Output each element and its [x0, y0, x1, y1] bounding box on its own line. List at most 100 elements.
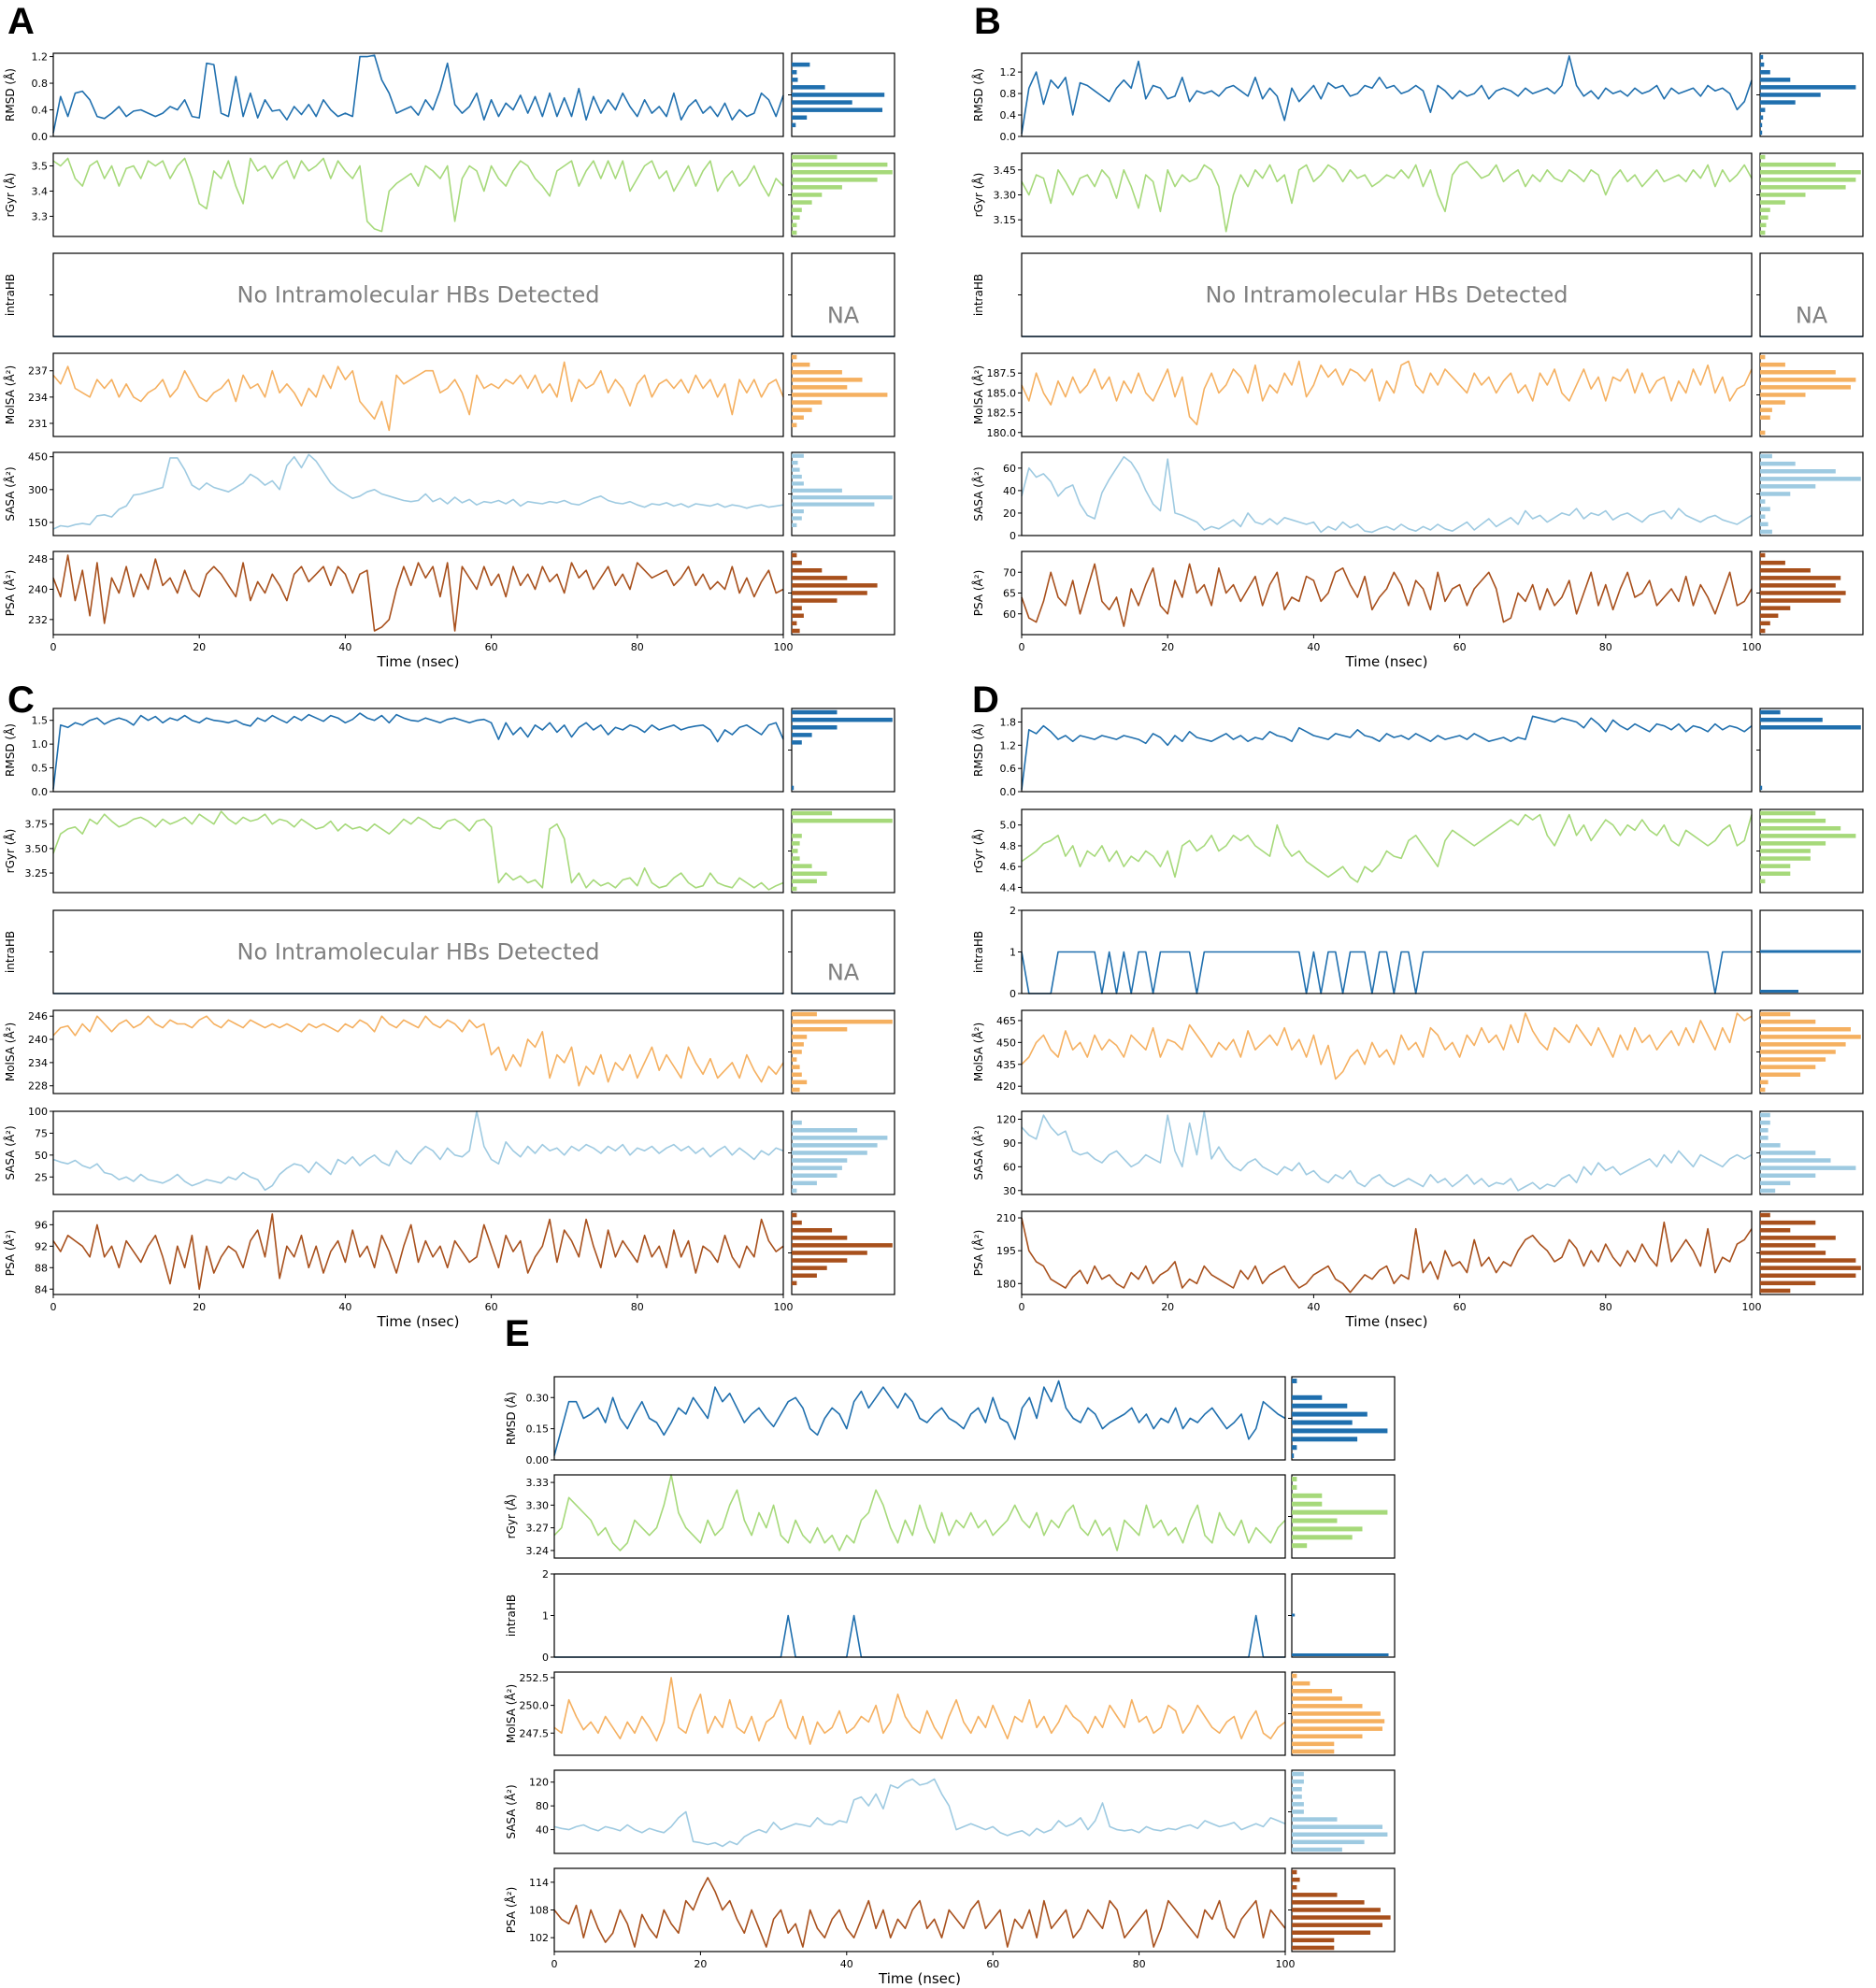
hist-bar: [1292, 1908, 1381, 1912]
rgyr-axes-frame: [52, 808, 784, 894]
x-tick-label: 20: [1161, 1301, 1174, 1313]
hist-bar: [792, 178, 878, 182]
rmsd-series-line: [52, 712, 784, 790]
hist-bar: [1760, 453, 1772, 459]
x-axis-label: Time (nsec): [1345, 653, 1428, 670]
row-sasa: 0 20 40 60 SASA (Å²): [971, 451, 1864, 542]
hist-bar: [1760, 178, 1856, 182]
molsa-ylabel: MolSA (Å²): [971, 1023, 985, 1081]
x-tick-label: 20: [193, 1301, 206, 1313]
row-intrahb: No Intramolecular HBs Detected NA intraHB: [972, 252, 1864, 337]
row-molsa: 228 234 240 246 MolSA (Å²): [3, 1009, 895, 1094]
rgyr-ylabel: rGyr (Å): [3, 173, 17, 218]
hist-bar: [792, 613, 804, 618]
hist-bar: [792, 1228, 833, 1233]
hist-bar: [792, 85, 825, 90]
hist-bar: [1292, 1613, 1296, 1617]
y-tick-label: 1.2: [1000, 66, 1017, 79]
hist-bar: [1292, 1394, 1323, 1400]
hist-bar: [792, 785, 795, 791]
hist-bar: [1292, 1543, 1308, 1549]
hist-bar: [792, 886, 797, 892]
sasa-series-line: [553, 1778, 1286, 1848]
y-tick-label: 0.8: [1000, 88, 1017, 100]
hist-bar: [792, 1258, 848, 1263]
sasa-ylabel: SASA (Å²): [971, 1125, 985, 1180]
x-tick-label: 40: [840, 1958, 853, 1970]
y-tick-label: 0.8: [32, 78, 49, 90]
rmsd-ylabel: RMSD (Å): [3, 723, 17, 777]
psa-axes-frame: [1021, 1210, 1753, 1295]
hist-bar: [792, 849, 798, 853]
sasa-series-line: [1021, 455, 1753, 534]
rmsd-ylabel: RMSD (Å): [504, 1392, 518, 1445]
sasa-axes-frame: [52, 1110, 784, 1195]
y-tick-label: 1.2: [1000, 739, 1017, 751]
molsa-series-line: [52, 361, 784, 432]
hist-bar: [792, 628, 800, 634]
hist-bar: [792, 62, 810, 67]
hist-bar: [1760, 591, 1846, 595]
hist-bar: [792, 1065, 800, 1069]
hist-bar: [792, 1072, 802, 1077]
hist-bar: [792, 1050, 802, 1054]
hist-bar: [792, 170, 893, 175]
hist-bar: [1760, 818, 1826, 823]
y-tick-label: 246: [28, 1010, 48, 1023]
row-psa: 180 195 210 PSA (Å²) 0 20 40 60 80 100 Time (nsec): [971, 1210, 1864, 1330]
x-tick-label: 100: [1742, 1301, 1762, 1313]
hist-bar: [792, 568, 823, 573]
intrahb-hist-frame: [1291, 1573, 1396, 1658]
y-tick-label: 180: [996, 1278, 1016, 1290]
hist-bar: [792, 185, 842, 190]
molsa-series-line: [553, 1677, 1286, 1745]
y-tick-label: 92: [35, 1240, 48, 1252]
y-tick-label: 3.50: [25, 843, 49, 855]
na-label: NA: [827, 960, 860, 986]
hist-bar: [1760, 552, 1766, 558]
hist-bar: [792, 1243, 893, 1248]
molsa-axes-frame: [1021, 1009, 1753, 1094]
hist-bar: [792, 78, 798, 82]
psa-ylabel: PSA (Å²): [3, 570, 17, 616]
x-tick-label: 0: [551, 1958, 558, 1970]
y-tick-label: 234: [28, 392, 48, 404]
x-tick-label: 60: [485, 1301, 498, 1313]
hist-bar: [792, 1128, 858, 1133]
y-tick-label: 50: [35, 1150, 48, 1162]
y-tick-label: 40: [1003, 485, 1016, 497]
x-tick-label: 40: [338, 641, 351, 653]
hist-bar: [1760, 576, 1841, 580]
sasa-ylabel: SASA (Å²): [3, 1125, 17, 1180]
hist-bar: [792, 1166, 842, 1170]
hist-bar: [792, 502, 875, 507]
row-molsa: 231 234 237 MolSA (Å²): [3, 352, 895, 437]
hist-bar: [792, 598, 838, 603]
sasa-axes-frame: [52, 451, 784, 536]
x-tick-label: 40: [338, 1301, 351, 1313]
hist-bar: [1760, 1243, 1816, 1248]
rmsd-axes-frame: [52, 52, 784, 137]
row-rgyr: 3.15 3.30 3.45 rGyr (Å): [971, 152, 1864, 237]
x-tick-label: 80: [1133, 1958, 1146, 1970]
y-tick-label: 80: [536, 1800, 549, 1812]
molsa-ylabel: MolSA (Å²): [504, 1684, 518, 1743]
hist-bar: [1292, 1817, 1338, 1822]
no-hb-notice: No Intramolecular HBs Detected: [237, 282, 600, 308]
panel-a: A 0.0 0.4 0.8 1.2 RMSD (Å) 3.3 3.4 3.5 rGyr (Å) No…: [3, 1, 895, 670]
molsa-axes-frame: [1021, 352, 1753, 437]
hist-bar: [792, 481, 804, 486]
y-tick-label: 248: [28, 553, 48, 565]
psa-series-line: [52, 1213, 784, 1291]
hist-bar: [1292, 1787, 1302, 1792]
hist-bar: [1760, 514, 1766, 519]
hist-bar: [1760, 461, 1796, 466]
hist-bar: [1292, 1484, 1297, 1490]
y-tick-label: 90: [1003, 1137, 1016, 1150]
hist-bar: [1760, 230, 1766, 236]
psa-axes-frame: [52, 1210, 784, 1295]
hist-bar: [1292, 1428, 1388, 1434]
hist-bar: [1760, 200, 1785, 205]
hist-bar: [792, 591, 867, 595]
hist-bar: [1760, 1042, 1846, 1047]
